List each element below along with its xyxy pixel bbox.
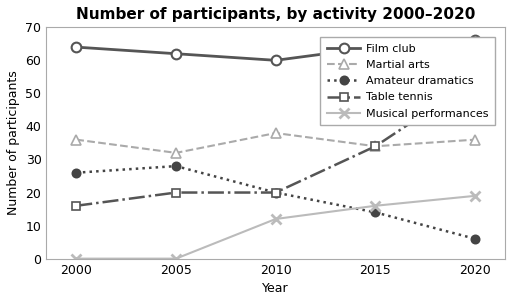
Line: Musical performances: Musical performances bbox=[71, 191, 480, 264]
Table tennis bbox=[73, 204, 79, 207]
Y-axis label: Number of participants: Number of participants bbox=[7, 71, 20, 215]
Line: Martial arts: Martial arts bbox=[71, 128, 480, 158]
Line: Film club: Film club bbox=[71, 36, 480, 65]
Title: Number of participants, by activity 2000–2020: Number of participants, by activity 2000… bbox=[76, 7, 476, 22]
Film club bbox=[173, 52, 179, 56]
Table tennis bbox=[173, 191, 179, 194]
X-axis label: Year: Year bbox=[262, 282, 289, 295]
Musical performances bbox=[472, 194, 478, 198]
Martial arts bbox=[73, 138, 79, 141]
Legend: Film club, Martial arts, Amateur dramatics, Table tennis, Musical performances: Film club, Martial arts, Amateur dramati… bbox=[320, 37, 495, 125]
Musical performances bbox=[372, 204, 378, 207]
Table tennis bbox=[472, 78, 478, 82]
Musical performances bbox=[173, 257, 179, 260]
Film club bbox=[372, 45, 378, 49]
Amateur dramatics bbox=[372, 210, 378, 214]
Line: Table tennis: Table tennis bbox=[72, 76, 479, 210]
Table tennis bbox=[372, 144, 378, 148]
Martial arts bbox=[272, 131, 279, 135]
Line: Amateur dramatics: Amateur dramatics bbox=[72, 162, 479, 243]
Musical performances bbox=[272, 217, 279, 221]
Table tennis bbox=[272, 191, 279, 194]
Film club bbox=[73, 45, 79, 49]
Martial arts bbox=[372, 144, 378, 148]
Amateur dramatics bbox=[472, 237, 478, 241]
Martial arts bbox=[173, 151, 179, 155]
Film club bbox=[272, 59, 279, 62]
Amateur dramatics bbox=[73, 171, 79, 175]
Amateur dramatics bbox=[173, 164, 179, 168]
Martial arts bbox=[472, 138, 478, 141]
Film club bbox=[472, 39, 478, 42]
Amateur dramatics bbox=[272, 191, 279, 194]
Musical performances bbox=[73, 257, 79, 260]
